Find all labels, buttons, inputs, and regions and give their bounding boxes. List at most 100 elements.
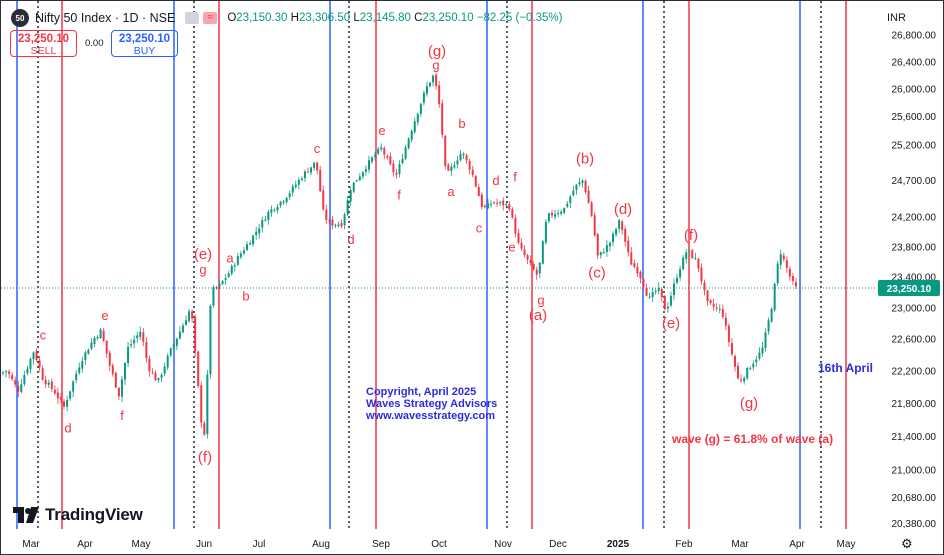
candle-up: [291, 186, 294, 193]
tradingview-logo[interactable]: TradingView: [13, 505, 143, 525]
candle-up: [368, 160, 370, 170]
candle-up: [233, 265, 236, 267]
candle-up: [90, 342, 93, 349]
candle-up: [258, 228, 261, 234]
symbol-logo-icon: 50: [11, 9, 29, 27]
candle-down: [56, 392, 59, 399]
x-tick-label: 2025: [607, 539, 630, 550]
wave-label: d: [64, 421, 71, 436]
candle-up: [374, 154, 377, 157]
candle-up: [96, 336, 99, 339]
open-label: O: [227, 12, 237, 24]
candle-down: [700, 267, 703, 282]
candle-up: [432, 75, 435, 83]
y-tick-label: 22,600.00: [892, 335, 937, 346]
legend-toggle-icon[interactable]: [185, 12, 200, 24]
y-tick-label: 25,600.00: [892, 112, 937, 123]
x-tick-label: Mar: [22, 539, 40, 550]
candle-down: [535, 269, 538, 275]
candle-up: [581, 180, 584, 184]
candle-down: [194, 317, 197, 352]
candle-up: [157, 378, 160, 381]
candle-up: [300, 178, 303, 180]
candle-down: [17, 386, 20, 392]
candle-up: [127, 347, 130, 364]
candle-up: [188, 311, 191, 321]
candle-down: [465, 155, 468, 161]
candle-up: [239, 253, 242, 258]
candle-down: [142, 332, 145, 342]
candle-up: [294, 184, 297, 188]
candle-up: [673, 283, 675, 296]
candle-up: [285, 198, 288, 203]
wave-label: f: [513, 169, 517, 184]
x-tick-label: Sep: [372, 539, 390, 550]
candle-up: [685, 252, 688, 259]
wave-label: d: [492, 173, 499, 188]
candle-up: [139, 331, 142, 337]
candle-down: [639, 271, 642, 279]
candle-down: [38, 360, 41, 368]
candle-up: [499, 201, 502, 203]
wave-label: (d): [614, 201, 632, 218]
candle-up: [544, 221, 547, 243]
candle-down: [532, 263, 535, 270]
candle-down: [50, 381, 53, 389]
wave-label: b: [458, 116, 465, 131]
wave-label: g: [199, 262, 206, 277]
wave-indicator-icon[interactable]: ≈: [203, 12, 218, 24]
candle-down: [703, 282, 706, 291]
candle-down: [145, 341, 148, 359]
candle-up: [462, 153, 465, 155]
candle-up: [206, 374, 209, 435]
candle-up: [279, 201, 282, 206]
candle-up: [654, 290, 657, 292]
symbol-title[interactable]: Nifty 50 Index · 1D · NSE: [35, 11, 176, 25]
candle-down: [340, 223, 343, 227]
candle-down: [148, 358, 151, 372]
candle-down: [59, 397, 62, 400]
candle-down: [8, 371, 11, 374]
candle-down: [785, 260, 788, 268]
candle-up: [755, 359, 758, 363]
wave-label: g: [432, 58, 439, 73]
candle-down: [590, 202, 593, 216]
candle-up: [2, 372, 4, 374]
candle-down: [105, 340, 108, 354]
candle-up: [599, 252, 602, 256]
candle-up: [666, 306, 669, 309]
candle-up: [273, 209, 276, 211]
candle-down: [584, 180, 587, 192]
settings-gear-icon[interactable]: ⚙: [901, 536, 913, 551]
candle-down: [709, 300, 712, 304]
candle-up: [264, 219, 267, 221]
candle-up: [334, 224, 337, 226]
candle-up: [93, 337, 96, 345]
candle-down: [328, 220, 331, 222]
y-tick-label: 20,380.00: [892, 519, 937, 530]
candle-up: [688, 250, 691, 252]
candle-up: [767, 320, 770, 332]
sell-button[interactable]: 23,250.10 SELL: [10, 30, 77, 57]
y-tick-label: 21,000.00: [892, 466, 937, 477]
candle-up: [547, 213, 550, 222]
candle-down: [154, 372, 157, 381]
currency-label[interactable]: INR: [887, 12, 906, 24]
open-value: 23,150.30: [236, 12, 288, 24]
wave-label: (b): [576, 151, 594, 168]
candle-up: [242, 250, 245, 254]
candle-up: [377, 148, 380, 154]
candle-up: [743, 377, 746, 382]
x-tick-label: May: [132, 539, 151, 550]
buy-button[interactable]: 23,250.10 BUY: [111, 30, 178, 57]
candle-up: [776, 263, 779, 284]
candle-up: [249, 243, 252, 245]
candle-down: [645, 287, 648, 296]
wave-label: (g): [428, 43, 446, 60]
candle-down: [395, 172, 398, 175]
current-price-tag: [878, 279, 940, 296]
wave-label: g: [537, 293, 544, 308]
candle-up: [541, 241, 544, 264]
candle-up: [47, 382, 50, 385]
